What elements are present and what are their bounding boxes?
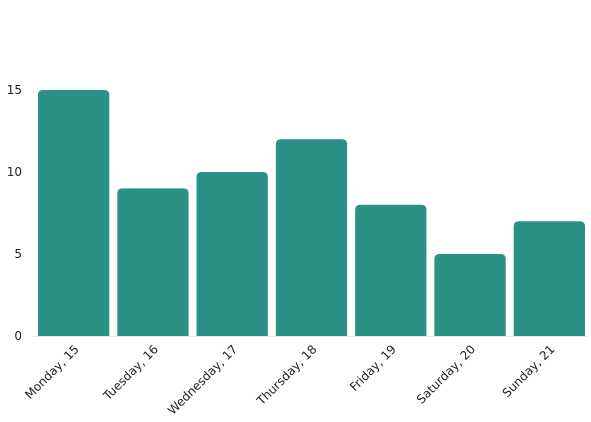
x-axis: Monday, 15 Tuesday, 16 Wednesday, 17 Thursd… — [22, 336, 588, 417]
x-tick-label: Tuesday, 16 — [100, 342, 161, 403]
y-tick-label: 10 — [7, 165, 22, 179]
bar[interactable] — [355, 204, 427, 336]
y-tick-label: 5 — [14, 247, 22, 261]
x-tick-label: Friday, 19 — [347, 342, 399, 394]
bars-group — [38, 90, 585, 336]
bar[interactable] — [434, 254, 506, 336]
x-tick-label: Monday, 15 — [22, 342, 82, 402]
bar[interactable] — [275, 139, 348, 336]
x-tick-label: Sunday, 21 — [500, 342, 558, 400]
bar[interactable] — [117, 188, 189, 336]
bar[interactable] — [196, 172, 268, 336]
bar[interactable] — [38, 90, 110, 336]
bar[interactable] — [513, 221, 585, 336]
x-tick-label: Wednesday, 17 — [165, 342, 240, 417]
y-tick-label: 15 — [7, 83, 22, 97]
y-axis: 0 5 10 15 — [7, 83, 22, 343]
y-tick-label: 0 — [14, 329, 22, 343]
x-tick-label: Thursday, 18 — [253, 342, 319, 408]
x-tick-label: Saturday, 20 — [414, 342, 478, 406]
